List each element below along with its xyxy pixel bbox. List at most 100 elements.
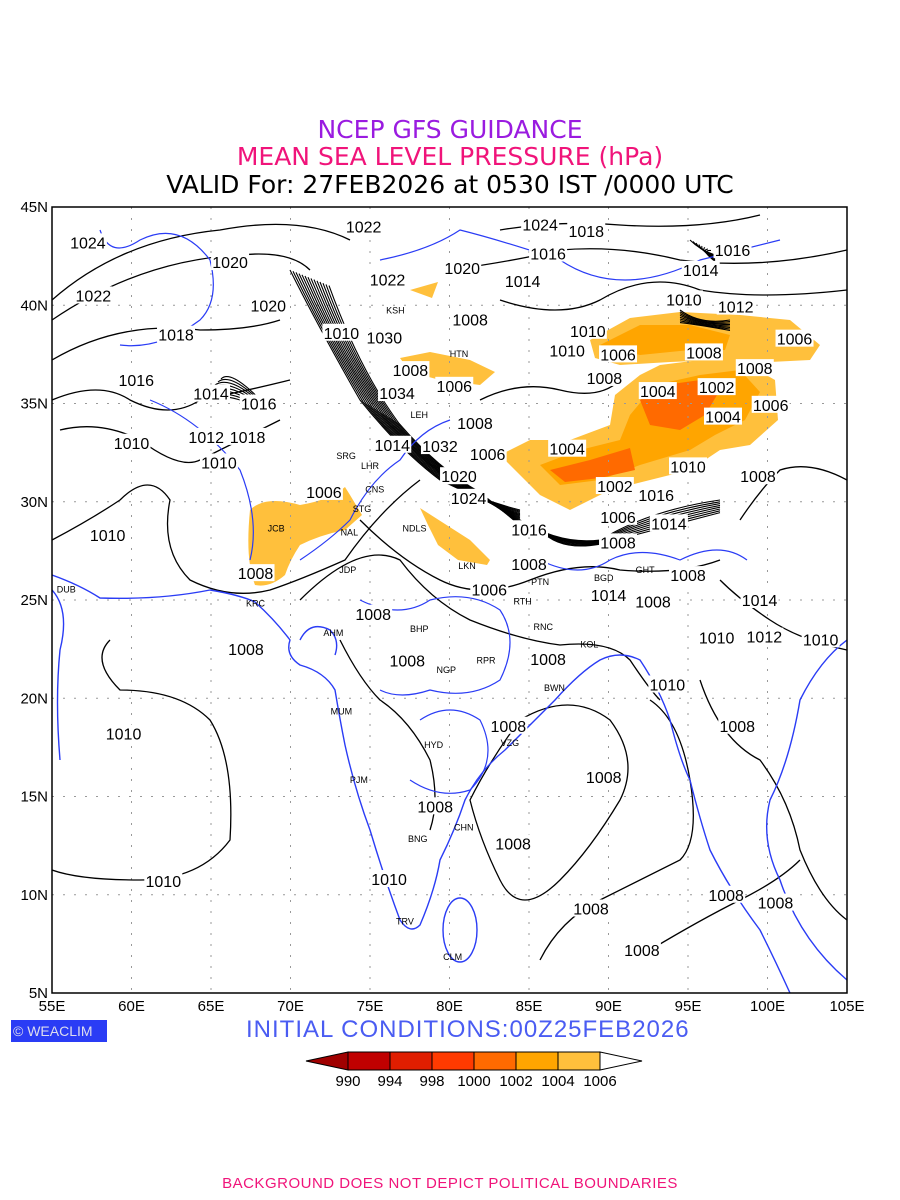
isobar-label: 1008: [740, 469, 776, 486]
isobar-label-bg: [697, 628, 736, 646]
isobar-label-bg: [756, 893, 795, 911]
isobar-label: 1022: [76, 288, 112, 305]
isobar-line: [679, 311, 731, 323]
isobar-label-bg: [745, 627, 784, 645]
isobar-label-bg: [713, 241, 752, 259]
city-label-bhp: BHP: [410, 624, 429, 634]
city-label-kol: KOL: [580, 640, 598, 650]
isobar-label-bg: [157, 325, 196, 343]
isobar-label-bg: [112, 433, 151, 451]
isobar-label-bg: [681, 260, 720, 278]
city-label-rnc: RNC: [534, 622, 554, 632]
colorbar-swatch: [557, 1051, 601, 1071]
city-label-mum: MUM: [331, 706, 353, 716]
isobar-label-bg: [548, 341, 587, 359]
isobar-label: 1020: [212, 255, 248, 272]
isobar-label: 1008: [457, 416, 493, 433]
pressure-map: DUB JCB NAL SRG LHR CNS STG NDLS LKN JDP KRC AHM BHP…: [20, 199, 864, 1090]
isobar-line: [679, 322, 731, 332]
isobar-line: [322, 283, 521, 524]
x-tick-label: 55E: [39, 998, 66, 1015]
isobar-label: 1020: [441, 469, 477, 486]
city-label-lkn: LKN: [458, 561, 476, 571]
isobar-label: 1008: [737, 361, 773, 378]
isobar-line: [704, 248, 716, 261]
isobar-label: 1010: [570, 324, 606, 341]
isobar-label-bg: [584, 767, 623, 785]
isobar-label-bg: [622, 940, 661, 958]
isobar-label: 1016: [715, 243, 751, 260]
isobar-label: 1010: [114, 436, 150, 453]
isobar-label-bg: [572, 899, 611, 917]
isobar-label-bg: [703, 407, 742, 425]
isobar-label-bg: [585, 368, 624, 386]
isobar-label-bg: [669, 566, 707, 584]
isobar-label-bg: [595, 477, 634, 495]
city-label-hyd: HYD: [424, 740, 444, 750]
isobar-label-bg: [707, 885, 746, 903]
isobar-label: 1024: [451, 491, 487, 508]
isobar-label: 1008: [573, 902, 609, 919]
isobar-label-bg: [548, 439, 587, 457]
colorbar-label: 1000: [457, 1073, 490, 1090]
y-tick-label: 20N: [20, 690, 48, 707]
isobar-label: 1010: [90, 528, 126, 545]
isobar-label: 1010: [549, 343, 585, 360]
isobar-label: 1024: [522, 218, 558, 235]
isobar-label-bg: [775, 329, 814, 347]
isobar-label: 1008: [670, 568, 706, 585]
isobar-label-bg: [435, 376, 474, 394]
isobar-label: 1002: [597, 479, 633, 496]
isobar-label-bg: [599, 507, 638, 525]
city-label-chn: CHN: [454, 822, 474, 832]
isobar-line: [679, 314, 731, 326]
isobar-label: 1018: [158, 328, 194, 345]
isobar-label: 1006: [306, 485, 342, 502]
isobar-label-bg: [228, 427, 267, 445]
isobar-label: 1034: [379, 386, 415, 403]
colorbar-under-arrow: [305, 1051, 349, 1071]
isobar-line: [319, 281, 521, 523]
isobar-label-bg: [684, 343, 723, 361]
isobar-label: 1010: [803, 632, 839, 649]
isobar-line: [679, 316, 731, 327]
city-label-ptn: PTN: [531, 577, 549, 587]
isobar-label-bg: [236, 564, 275, 582]
isobar-label-bg: [529, 244, 568, 262]
isobar-label: 1016: [530, 247, 566, 264]
y-tick-label: 35N: [20, 396, 48, 413]
x-tick-label: 100E: [750, 998, 785, 1015]
isobar-label-bg: [344, 217, 383, 235]
isobar-label-bg: [634, 592, 673, 610]
isobar-label-bg: [117, 370, 156, 388]
isobar-label-bg: [104, 724, 143, 742]
isobar-label: 1016: [118, 373, 154, 390]
isobar-label: 1010: [201, 455, 237, 472]
isobar-label-bg: [740, 591, 779, 608]
isobar-label: 1008: [708, 888, 744, 905]
isobar-line: [679, 313, 731, 324]
isobar-label: 1018: [230, 430, 266, 447]
city-label-rth: RTH: [513, 596, 531, 606]
isobar-label: 1008: [495, 837, 531, 854]
isobar-label-bg: [521, 215, 560, 233]
chart-subtitle: MEAN SEA LEVEL PRESSURE (hPa): [236, 142, 664, 171]
x-tick-label: 95E: [675, 998, 702, 1015]
disclaimer-footer: BACKGROUND DOES NOT DEPICT POLITICAL BOU…: [222, 1175, 678, 1192]
city-label-ngp: NGP: [437, 665, 457, 675]
isobar-label-bg: [373, 435, 412, 453]
isobar-label: 1006: [753, 398, 789, 415]
isobar-label: 1008: [586, 770, 622, 787]
y-tick-label: 5N: [29, 985, 48, 1002]
valid-time: VALID For: 27FEB2026 at 0530 IST /0000 U…: [166, 170, 734, 199]
isobar-label: 1008: [686, 345, 722, 362]
isobar-label-bg: [88, 526, 127, 544]
isobar-label-bg: [187, 427, 226, 445]
isobar-label: 1008: [452, 313, 488, 330]
isobar-label-bg: [697, 378, 736, 396]
colorbar-over-arrow: [599, 1051, 643, 1071]
isobar-label: 1006: [777, 332, 813, 349]
isobar-label-bg: [440, 467, 479, 485]
isobar-line: [679, 309, 731, 322]
city-label-leh: LEH: [411, 410, 429, 420]
